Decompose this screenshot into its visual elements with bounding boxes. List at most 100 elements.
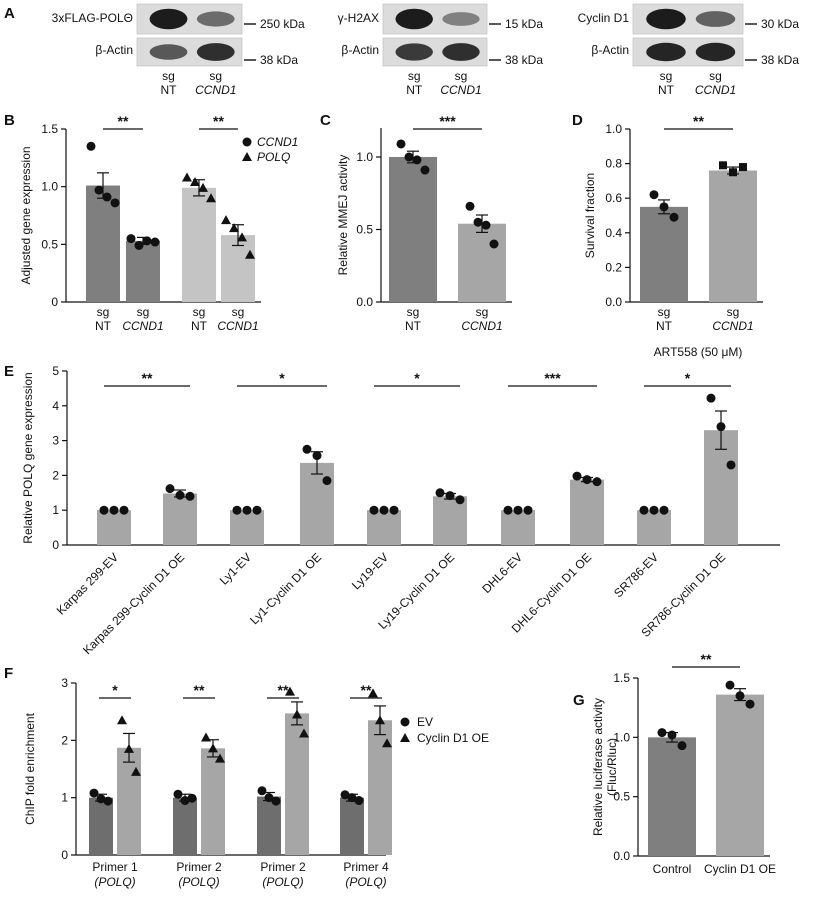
x-tick-label-line2: NT	[656, 319, 673, 333]
bar	[709, 170, 757, 302]
panel-B-y-tick-label: 1.0	[41, 180, 58, 194]
data-point	[375, 715, 385, 725]
blot-band	[695, 11, 736, 27]
x-tick-label-line1: sg	[193, 305, 206, 319]
data-point	[206, 193, 216, 203]
blot-lane-label-line2: NT	[406, 83, 423, 97]
blot-lane-label-line1: sg	[709, 69, 722, 83]
bar	[300, 462, 334, 545]
legend-label: EV	[417, 715, 433, 729]
data-point	[677, 741, 687, 751]
blot-band	[646, 42, 686, 62]
panel-letter-C: C	[320, 112, 331, 129]
bar	[230, 510, 264, 545]
data-point	[182, 172, 192, 182]
panel-letter-A: A	[4, 5, 15, 22]
data-point	[126, 234, 136, 244]
blot-target-label: 3xFLAG-POLΘ	[52, 11, 133, 25]
data-point	[739, 163, 747, 172]
legend-marker	[400, 733, 410, 742]
x-tick-label-line1: sg	[407, 305, 420, 319]
x-tick-label: Cyclin D1 OE	[704, 862, 776, 876]
data-point	[659, 505, 669, 515]
blot-lane-label-line2: CCND1	[695, 83, 736, 97]
data-point	[119, 505, 129, 515]
data-point	[340, 790, 350, 800]
data-point	[347, 793, 357, 803]
panel-G-y-tick-label: 0.5	[613, 790, 630, 804]
data-point	[725, 680, 735, 690]
data-point	[264, 793, 274, 803]
bar	[340, 797, 364, 855]
panel-E-y-tick-label: 3	[52, 434, 59, 448]
x-tick-label-line2: CCND1	[122, 319, 163, 333]
bar	[97, 510, 131, 545]
significance-bar-label: **	[142, 370, 153, 386]
blot-band	[395, 8, 433, 30]
significance-bar-label: **	[361, 682, 372, 698]
data-point	[412, 155, 422, 165]
blot-target-label: γ-H2AX	[338, 11, 379, 25]
data-point	[134, 240, 144, 250]
x-tick-label-line2: CCND1	[712, 319, 753, 333]
data-point	[299, 728, 309, 738]
data-point	[185, 491, 195, 501]
bar	[368, 720, 392, 855]
data-point	[237, 232, 247, 242]
blot-band	[695, 42, 736, 62]
panel-B-y-tick-label: 1.5	[41, 122, 58, 136]
x-tick-label-line1: sg	[232, 305, 245, 319]
data-point	[729, 168, 737, 177]
data-point	[719, 161, 727, 170]
x-tick-label-line1: sg	[137, 305, 150, 319]
panel-D-y-tick-label: 1.0	[605, 122, 622, 136]
legend-marker	[400, 717, 410, 727]
blot-target-label: Cyclin D1	[578, 11, 630, 25]
bar	[458, 223, 506, 302]
blot-loading-kda: 38 kDa	[260, 53, 298, 67]
blot-band	[442, 43, 480, 61]
data-point	[109, 505, 119, 515]
data-point	[659, 202, 669, 212]
panel-C-y-tick-label: 1.0	[356, 150, 373, 164]
blot-target-kda: 15 kDa	[505, 17, 543, 31]
data-point	[716, 422, 726, 432]
bar	[221, 235, 255, 302]
data-point	[198, 182, 208, 192]
panel-F-y-tick-label: 2	[61, 733, 68, 747]
data-point	[208, 743, 218, 753]
panel-letter-D: D	[572, 112, 583, 129]
data-point	[473, 217, 483, 227]
significance-bar-label: **	[693, 113, 704, 129]
data-point	[572, 471, 582, 481]
blot-lane-label-line1: sg	[455, 69, 468, 83]
data-point	[131, 766, 141, 776]
data-point	[481, 220, 491, 230]
blot-loading-kda: 38 kDa	[505, 53, 543, 67]
panel-E-y-axis-label: Relative POLQ gene expression	[21, 372, 35, 543]
x-tick-label: Ly19-EV	[349, 550, 391, 592]
data-point	[187, 793, 197, 803]
blot-band	[395, 43, 433, 61]
x-tick-label: Primer 1	[92, 860, 138, 874]
data-point	[489, 239, 499, 249]
panel-letter-G: G	[573, 692, 585, 709]
data-point	[706, 393, 716, 403]
bar	[367, 510, 401, 545]
panel-B-y-tick-label: 0	[51, 295, 58, 309]
data-point	[242, 505, 252, 515]
legend-label: Cyclin D1 OE	[417, 731, 489, 745]
data-point	[150, 237, 160, 247]
bar	[126, 240, 160, 302]
blot-lane-label-line2: CCND1	[195, 83, 236, 97]
data-point	[582, 475, 592, 485]
blot-band	[149, 44, 188, 60]
panel-G-y-tick-label: 1.0	[613, 730, 630, 744]
blot-lane-label-line2: CCND1	[440, 83, 481, 97]
significance-bar-label: **	[118, 113, 129, 129]
data-point	[667, 730, 677, 740]
x-tick-label: DHL6-EV	[479, 550, 525, 596]
data-point	[649, 505, 659, 515]
panel-D-x-axis-label: ART558 (50 μM)	[654, 345, 743, 359]
